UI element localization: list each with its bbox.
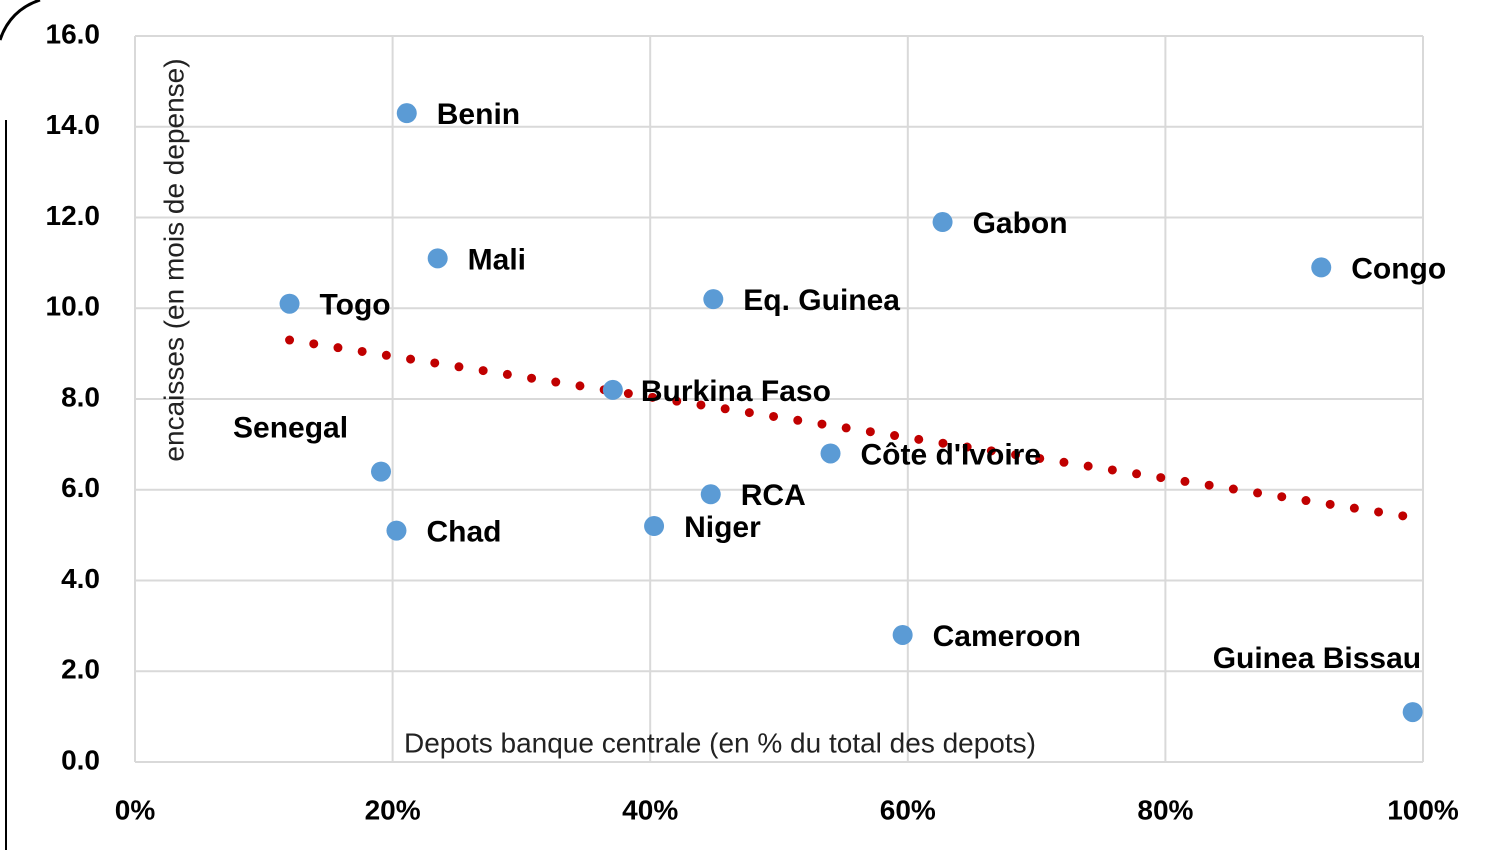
point-label: Chad	[426, 516, 501, 549]
point	[892, 624, 913, 645]
point-label: Mali	[468, 243, 526, 276]
point	[644, 516, 665, 537]
point	[700, 484, 721, 505]
point	[932, 212, 953, 233]
point-label: Niger	[684, 511, 761, 544]
point	[386, 520, 407, 541]
y-tick-label: 8.0	[61, 381, 100, 412]
point	[427, 248, 448, 269]
point-label: Congo	[1351, 252, 1446, 285]
point-label: Eq. Guinea	[743, 284, 900, 317]
y-tick-label: 16.0	[46, 18, 101, 49]
y-tick-label: 4.0	[61, 563, 100, 594]
y-tick-label: 10.0	[46, 291, 101, 322]
y-tick-label: 6.0	[61, 472, 100, 503]
point-label: Benin	[437, 98, 520, 131]
point-label: Gabon	[973, 207, 1068, 240]
y-tick-label: 14.0	[46, 109, 101, 140]
y-axis-title: encaisses (en mois de depense)	[158, 58, 189, 461]
trendline	[285, 335, 1415, 522]
y-tick-label: 2.0	[61, 654, 100, 685]
point-label: RCA	[741, 479, 806, 512]
x-tick-label: 40%	[622, 794, 678, 825]
x-axis-title: Depots banque centrale (en % du total de…	[404, 727, 1036, 758]
point	[820, 443, 841, 464]
point	[371, 461, 392, 482]
point-label: Cameroon	[933, 620, 1081, 653]
point	[703, 289, 724, 310]
point	[602, 379, 623, 400]
x-tick-label: 20%	[365, 794, 421, 825]
point-label: Togo	[320, 289, 391, 322]
point-label: Guinea Bissau	[1213, 642, 1421, 675]
decoration	[0, 0, 41, 41]
point	[1311, 257, 1332, 278]
point-label: Burkina Faso	[641, 375, 831, 408]
y-tick-label: 0.0	[61, 744, 100, 775]
x-tick-label: 60%	[880, 794, 936, 825]
point	[1402, 702, 1423, 723]
point-label: Côte d'Ivoire	[861, 438, 1042, 471]
y-tick-label: 12.0	[46, 200, 101, 231]
x-tick-label: 80%	[1137, 794, 1193, 825]
point	[279, 293, 300, 314]
point	[396, 103, 417, 124]
x-tick-label: 0%	[115, 794, 156, 825]
x-tick-label: 100%	[1387, 794, 1459, 825]
point-label: Senegal	[233, 412, 348, 445]
